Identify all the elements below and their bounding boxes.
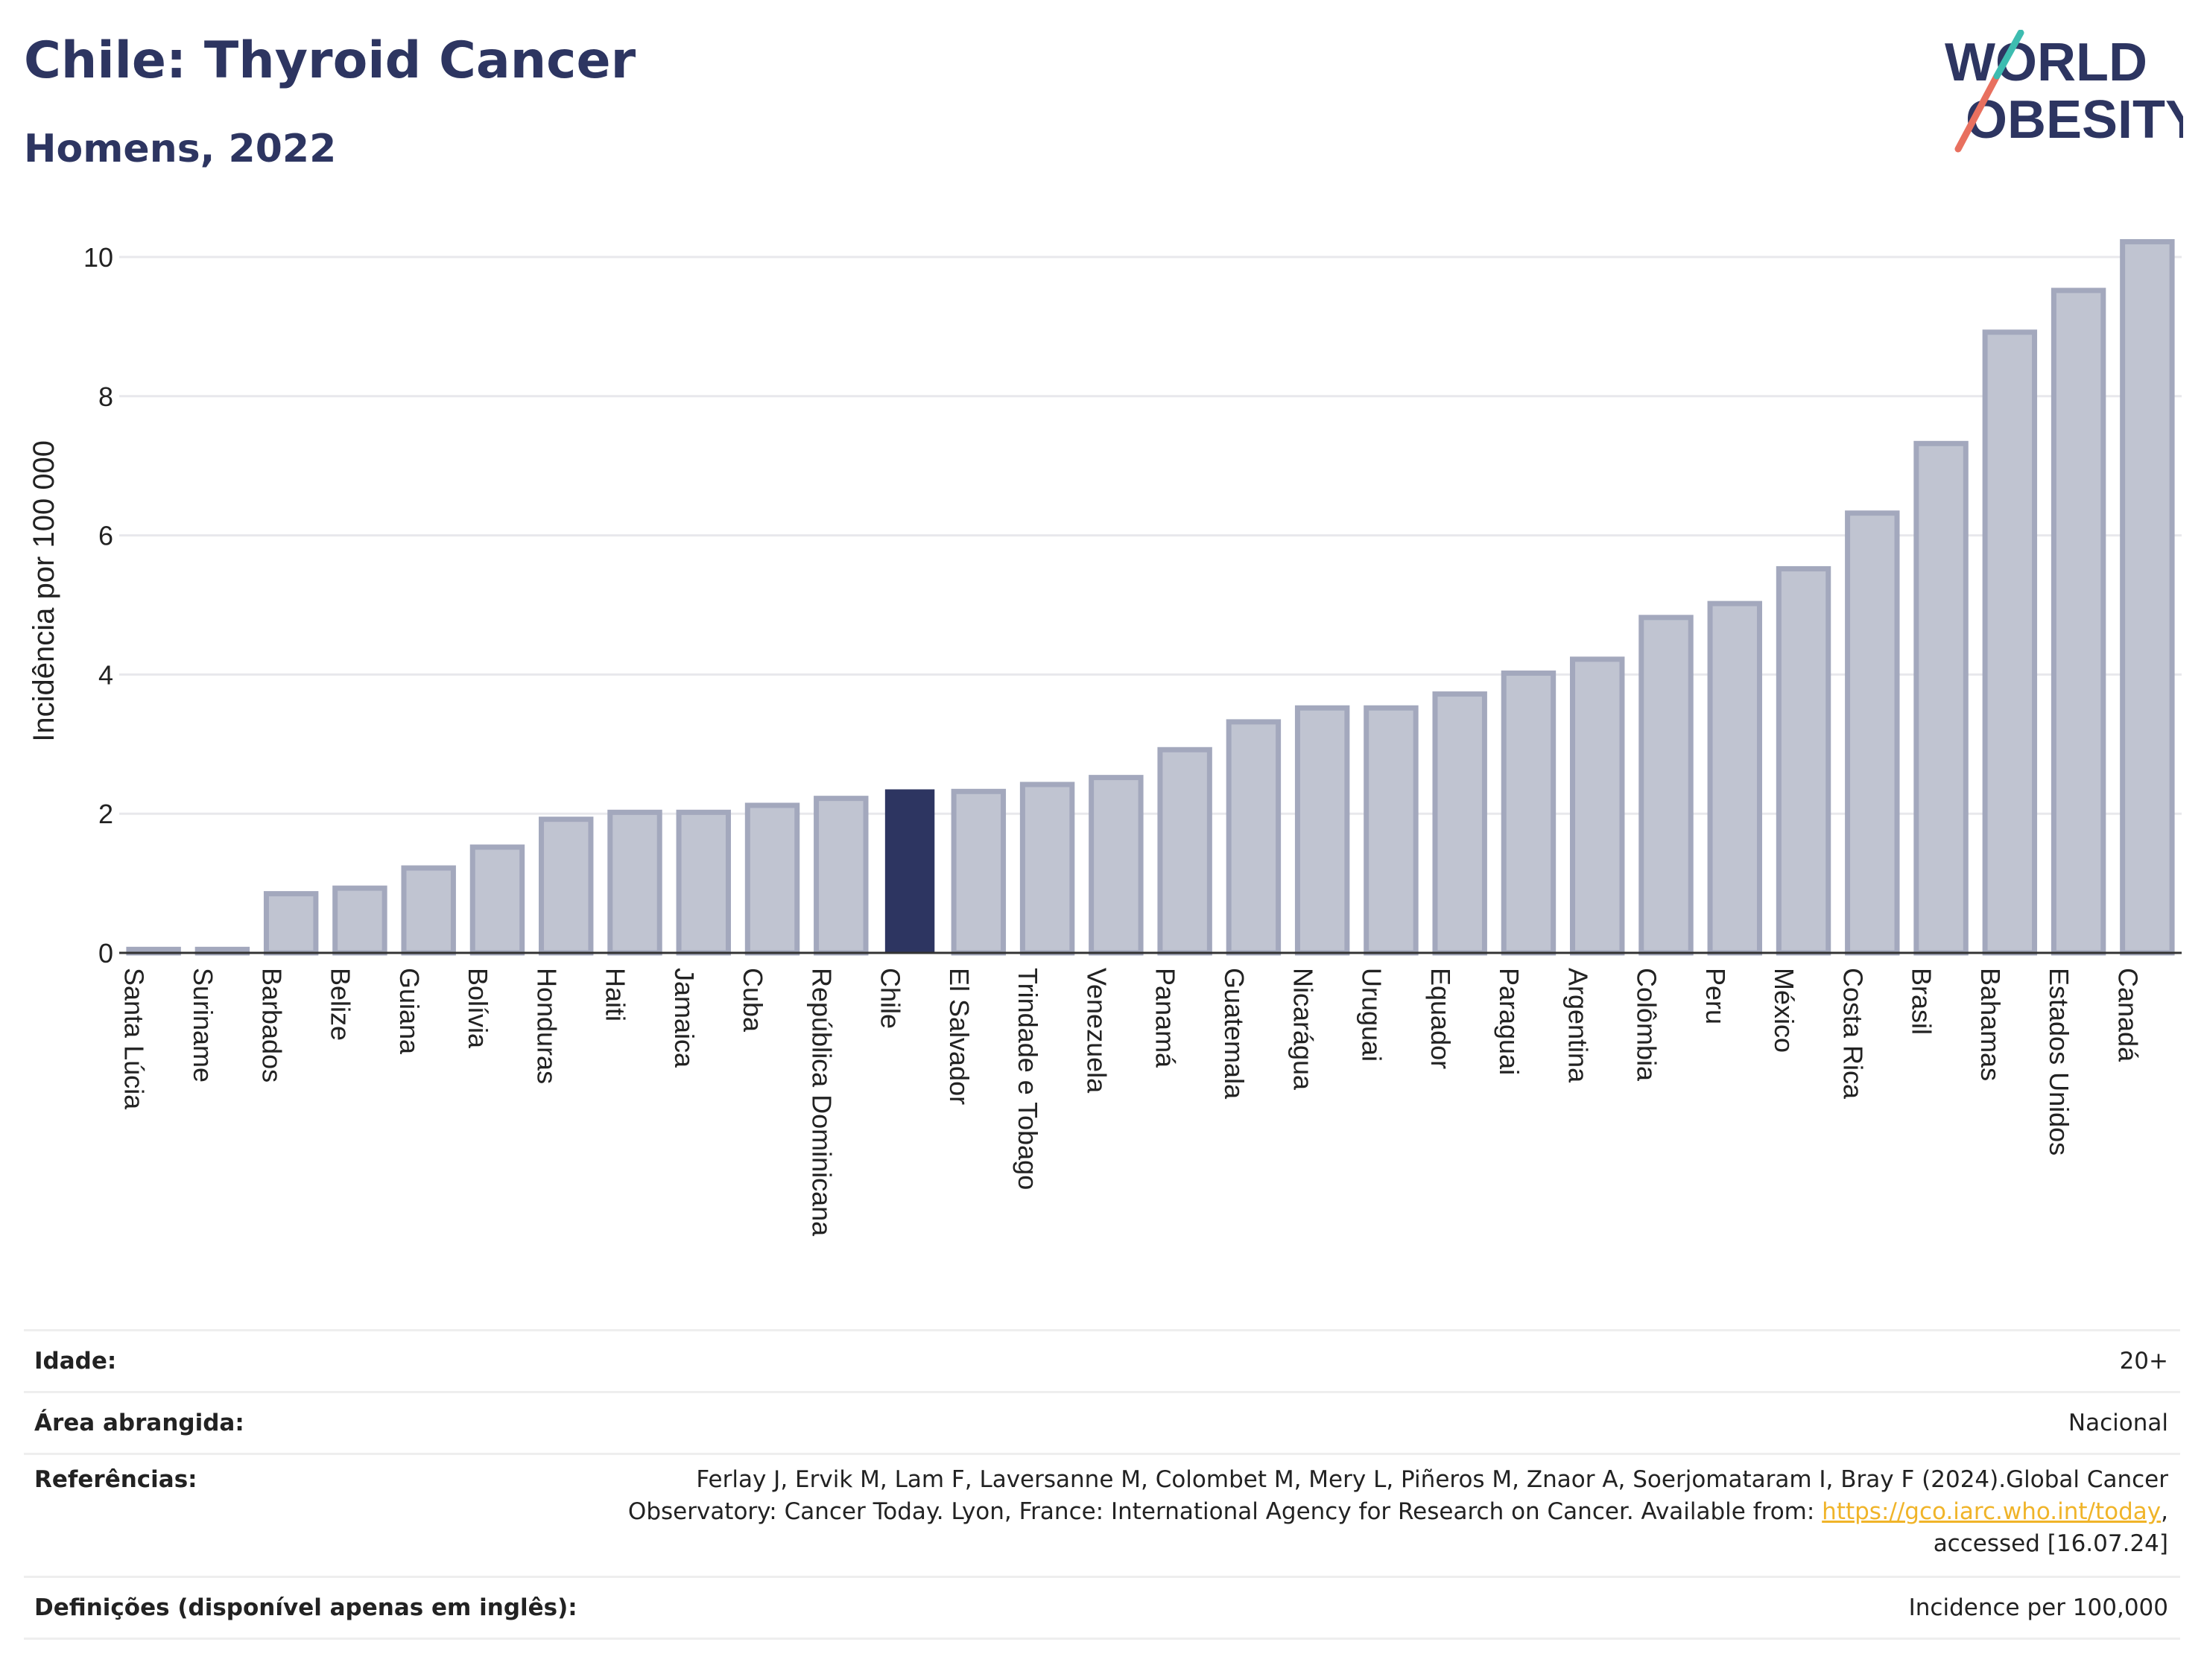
bar-equador bbox=[1432, 691, 1487, 956]
x-tick-label: Equador bbox=[1425, 968, 1456, 1069]
bar-cuba bbox=[744, 802, 800, 956]
reference-text-4: accessed [16.07.24] bbox=[1933, 1530, 2168, 1557]
definitions-label: Definições (disponível apenas em inglês)… bbox=[34, 1594, 577, 1621]
meta-row-definitions: Definições (disponível apenas em inglês)… bbox=[24, 1576, 2180, 1640]
x-tick-label: Paraguai bbox=[1494, 968, 1524, 1075]
meta-row-references: Referências: Ferlay J, Ervik M, Lam F, L… bbox=[24, 1453, 2180, 1576]
bar-trindade-e-tobago bbox=[1019, 782, 1075, 956]
references-value: Ferlay J, Ervik M, Lam F, Laversanne M, … bbox=[628, 1464, 2180, 1560]
x-tick-label: Colômbia bbox=[1632, 968, 1662, 1082]
bar-guiana bbox=[401, 865, 456, 956]
bar-m-xico bbox=[1776, 565, 1831, 956]
x-tick-label: República Dominicana bbox=[806, 968, 837, 1237]
svg-text:OBESITY: OBESITY bbox=[1966, 90, 2183, 150]
age-value: 20+ bbox=[2119, 1348, 2168, 1375]
meta-row-age: Idade: 20+ bbox=[24, 1329, 2180, 1391]
bar-paraguai bbox=[1501, 671, 1557, 956]
x-tick-label: Brasil bbox=[1907, 968, 1937, 1035]
x-tick-label: Peru bbox=[1700, 968, 1731, 1024]
x-tick-label: Guiana bbox=[394, 968, 425, 1055]
x-tick-label: Barbados bbox=[256, 968, 287, 1083]
bar-haiti bbox=[607, 809, 662, 956]
x-tick-label: Canadá bbox=[2112, 968, 2143, 1062]
reference-text-1: Ferlay J, Ervik M, Lam F, Laversanne M, … bbox=[696, 1466, 2168, 1493]
age-label: Idade: bbox=[34, 1348, 117, 1375]
world-obesity-logo: WORLD OBESITY bbox=[1945, 30, 2183, 153]
x-tick-label: Venezuela bbox=[1081, 968, 1112, 1094]
y-tick-label: 8 bbox=[98, 381, 113, 412]
x-tick-label: Bolívia bbox=[463, 968, 493, 1049]
x-tick-label: Haiti bbox=[601, 968, 631, 1021]
bar-belize bbox=[332, 885, 387, 956]
reference-text-3: , bbox=[2161, 1498, 2168, 1525]
bar-el-salvador bbox=[951, 788, 1007, 956]
page-subtitle: Homens, 2022 bbox=[24, 127, 337, 171]
bar-brasil bbox=[1913, 440, 1969, 956]
x-tick-label: Honduras bbox=[531, 968, 562, 1084]
x-tick-label: Argentina bbox=[1562, 968, 1593, 1083]
bar-estados-unidos bbox=[2051, 288, 2106, 956]
x-tick-label: Suriname bbox=[188, 968, 218, 1083]
bar-bol-via bbox=[469, 844, 525, 956]
bar-jamaica bbox=[676, 809, 731, 956]
reference-link[interactable]: https://gco.iarc.who.int/today bbox=[1822, 1498, 2162, 1525]
area-label: Área abrangida: bbox=[34, 1410, 244, 1436]
x-tick-label: Bahamas bbox=[1975, 968, 2006, 1081]
bar-uruguai bbox=[1364, 705, 1419, 956]
bar-venezuela bbox=[1089, 775, 1144, 956]
x-tick-label: Chile bbox=[875, 968, 906, 1029]
bar-costa-rica bbox=[1845, 510, 1900, 956]
svg-text:WORLD: WORLD bbox=[1945, 33, 2147, 92]
x-tick-label: Estados Unidos bbox=[2044, 968, 2074, 1156]
x-tick-label: Uruguai bbox=[1357, 968, 1387, 1062]
y-tick-label: 6 bbox=[98, 521, 113, 551]
meta-row-area: Área abrangida: Nacional bbox=[24, 1391, 2180, 1453]
references-label: Referências: bbox=[34, 1466, 197, 1493]
y-tick-label: 10 bbox=[83, 242, 113, 273]
bar-argentina bbox=[1570, 656, 1625, 956]
bar-nicar-gua bbox=[1294, 705, 1350, 956]
bar-canad- bbox=[2120, 238, 2175, 956]
bar-rep-blica-dominicana bbox=[814, 796, 869, 956]
bar-col-mbia bbox=[1638, 615, 1694, 956]
y-axis-label: Incidência por 100 000 bbox=[28, 440, 60, 742]
bar-honduras bbox=[539, 817, 594, 956]
x-tick-label: Panamá bbox=[1150, 968, 1181, 1068]
bar-guatemala bbox=[1226, 719, 1282, 956]
bar-bahamas bbox=[1982, 329, 2038, 956]
reference-text-2: Observatory: Cancer Today. Lyon, France:… bbox=[627, 1498, 1823, 1525]
x-tick-label: Trindade e Tobago bbox=[1013, 968, 1043, 1190]
bar-chile bbox=[884, 789, 935, 953]
bar-panam- bbox=[1157, 747, 1212, 956]
metadata-table: Idade: 20+ Área abrangida: Nacional Refe… bbox=[24, 1329, 2180, 1640]
x-tick-label: El Salvador bbox=[944, 968, 975, 1105]
x-tick-label: México bbox=[1769, 968, 1799, 1053]
y-tick-label: 4 bbox=[98, 659, 113, 690]
bar-peru bbox=[1707, 600, 1762, 956]
definitions-value: Incidence per 100,000 bbox=[1908, 1594, 2168, 1621]
x-tick-label: Costa Rica bbox=[1837, 968, 1868, 1100]
bar-barbados bbox=[263, 891, 319, 956]
y-tick-label: 0 bbox=[98, 938, 113, 969]
area-value: Nacional bbox=[2068, 1410, 2168, 1436]
x-tick-label: Guatemala bbox=[1219, 968, 1250, 1100]
x-tick-label: Belize bbox=[326, 968, 356, 1041]
bar-chart: 0 2 4 6 8 10 Santa Lúcia Suriname Barbados Belize… bbox=[28, 238, 2182, 1237]
x-tick-label: Cuba bbox=[738, 968, 768, 1033]
x-tick-label: Nicarágua bbox=[1288, 968, 1318, 1091]
x-tick-label: Santa Lúcia bbox=[119, 968, 150, 1110]
x-tick-label: Jamaica bbox=[669, 968, 700, 1068]
y-tick-label: 2 bbox=[98, 799, 113, 829]
page-title: Chile: Thyroid Cancer bbox=[24, 31, 636, 90]
